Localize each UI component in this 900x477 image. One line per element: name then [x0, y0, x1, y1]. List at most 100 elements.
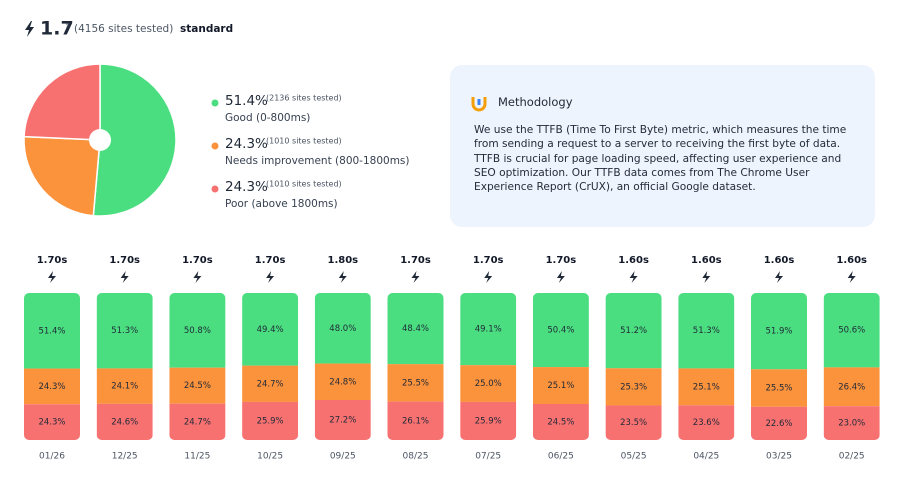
- bar-segment: [678, 405, 735, 440]
- bolt-icon: [48, 271, 56, 283]
- segment-label: 24.1%: [111, 382, 138, 392]
- bar-segment: [169, 367, 226, 404]
- bar-segment: [532, 403, 589, 440]
- bolt-icon: [556, 271, 565, 283]
- segment-label: 51.2%: [620, 326, 647, 336]
- bar-segment: [605, 368, 662, 406]
- methodology-logo: [471, 97, 487, 112]
- bar-segment: [169, 293, 226, 368]
- x-tick-label: 12/25: [112, 452, 138, 462]
- segment-label: 23.6%: [693, 418, 720, 428]
- x-tick-label: 04/25: [693, 452, 719, 462]
- segment-label: 25.9%: [257, 416, 284, 426]
- segment-label: 25.9%: [475, 416, 502, 426]
- top-label: 1.70s: [255, 255, 286, 266]
- bolt-icon: [266, 271, 275, 283]
- legend-percent: 24.3%: [225, 136, 268, 152]
- legend-percent: 24.3%: [225, 179, 268, 195]
- segment-label: 24.6%: [111, 417, 138, 427]
- segment-label: 25.5%: [765, 384, 792, 394]
- segment-label: 48.0%: [329, 324, 356, 334]
- bolt-icon: [338, 271, 347, 283]
- bar-segment: [823, 406, 880, 440]
- bar-segment: [96, 293, 153, 369]
- bar-segment: [387, 293, 444, 365]
- bar-segment: [823, 293, 880, 368]
- bolt-icon: [484, 271, 493, 283]
- top-label: 1.70s: [473, 255, 504, 266]
- segment-label: 24.3%: [38, 418, 65, 428]
- bar-segment: [532, 367, 589, 404]
- legend-label: Good (0-800ms): [225, 112, 310, 124]
- top-label: 1.60s: [618, 255, 649, 266]
- segment-label: 48.4%: [402, 324, 429, 334]
- bar-segment: [460, 401, 517, 440]
- methodology-text: We use the TTFB (Time To First Byte) met…: [474, 124, 847, 194]
- x-tick-label: 07/25: [475, 452, 501, 462]
- x-tick-label: 08/25: [403, 452, 429, 462]
- segment-label: 22.6%: [765, 419, 792, 429]
- bar-segment: [387, 364, 444, 402]
- segment-label: 50.4%: [547, 326, 574, 336]
- top-label: 1.70s: [400, 255, 431, 266]
- bar-segment: [387, 401, 444, 440]
- bar-segment: [169, 403, 226, 440]
- bar-segment: [314, 363, 371, 401]
- bar-segment: [823, 367, 880, 407]
- x-tick-label: 10/25: [257, 452, 283, 462]
- legend-label: Poor (above 1800ms): [225, 198, 338, 210]
- x-tick-label: 03/25: [766, 452, 792, 462]
- bar-segment: [24, 293, 80, 369]
- bar-segment: [24, 404, 80, 440]
- bar-segment: [751, 406, 807, 440]
- bolt-icon: [120, 271, 129, 283]
- bar-segment: [460, 365, 517, 402]
- legend-dot: [211, 185, 219, 193]
- bar-segment: [751, 369, 807, 407]
- legend-dot: [211, 142, 219, 150]
- segment-label: 25.5%: [402, 378, 429, 388]
- segment-label: 25.1%: [547, 381, 574, 391]
- x-tick-label: 11/25: [184, 452, 210, 462]
- bolt-icon: [25, 21, 34, 37]
- top-label: 1.60s: [691, 255, 722, 266]
- segment-label: 25.1%: [693, 382, 720, 392]
- header-unit: s: [66, 21, 70, 30]
- segment-label: 24.7%: [184, 417, 211, 427]
- top-label: 1.70s: [182, 255, 213, 266]
- segment-label: 24.5%: [547, 417, 574, 427]
- bar-segment: [605, 405, 662, 440]
- bolt-icon: [847, 271, 856, 283]
- bolt-icon: [775, 271, 783, 283]
- segment-label: 50.6%: [838, 326, 865, 336]
- bolt-icon: [629, 271, 638, 283]
- bar-segment: [678, 293, 735, 369]
- pie-slice: [23, 63, 101, 141]
- x-tick-label: 05/25: [621, 452, 647, 462]
- x-tick-label: 06/25: [548, 452, 574, 462]
- legend-percent: 51.4%: [225, 93, 268, 109]
- legend-label: Needs improvement (800-1800ms): [225, 155, 409, 167]
- segment-label: 23.5%: [620, 418, 647, 428]
- bar-segment: [678, 368, 735, 406]
- segment-label: 25.3%: [620, 382, 647, 392]
- bar-segment: [242, 365, 299, 402]
- segment-label: 24.5%: [184, 381, 211, 391]
- top-label: 1.70s: [37, 255, 68, 266]
- segment-label: 51.3%: [111, 326, 138, 336]
- segment-label: 26.1%: [402, 416, 429, 426]
- pie-slice: [23, 135, 101, 217]
- top-label: 1.80s: [327, 255, 358, 266]
- segment-label: 50.8%: [184, 326, 211, 336]
- segment-label: 23.0%: [838, 419, 865, 429]
- bar-segment: [242, 293, 299, 366]
- header-mode: standard: [180, 23, 233, 35]
- bar-segment: [751, 293, 807, 370]
- bar-segment: [460, 293, 517, 366]
- pie-slice: [92, 63, 177, 217]
- bar-segment: [96, 368, 153, 404]
- segment-label: 24.3%: [38, 382, 65, 392]
- bar-segment: [314, 400, 371, 440]
- bar-segment: [242, 401, 299, 440]
